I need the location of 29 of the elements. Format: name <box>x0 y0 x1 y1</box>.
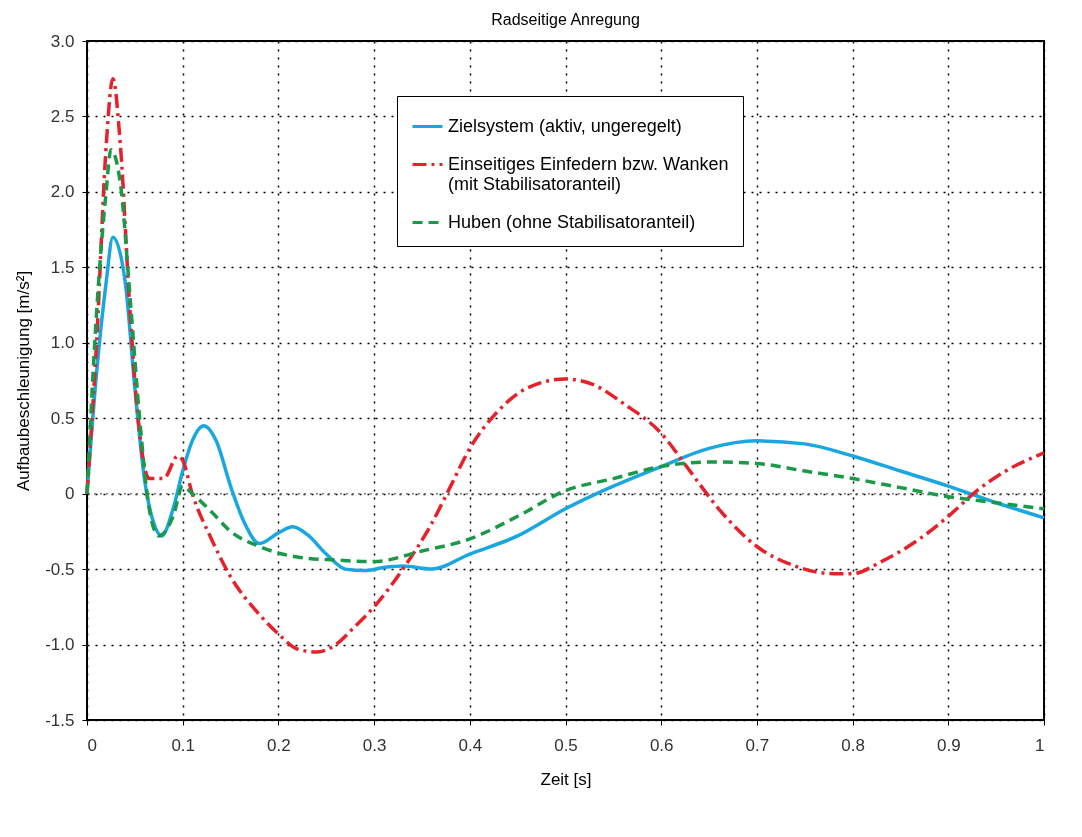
y-tick-label: -0.5 <box>45 559 75 579</box>
y-tick-label: -1.5 <box>45 710 75 730</box>
x-tick-label: 0.4 <box>458 735 483 755</box>
legend-label: Huben (ohne Stabilisatoranteil) <box>448 211 696 232</box>
y-tick-label: 1.5 <box>50 257 75 277</box>
x-tick-label: 0.6 <box>649 735 674 755</box>
y-tick-label: 0 <box>65 484 75 504</box>
x-tick-label: 0.9 <box>936 735 961 755</box>
line-series <box>85 76 1046 654</box>
y-tick-label: 2.0 <box>50 182 75 202</box>
x-tick-label: 0.5 <box>554 735 578 755</box>
legend-label: Zielsystem (aktiv, ungeregelt) <box>448 115 682 136</box>
x-tick-label: 0.8 <box>841 735 865 755</box>
y-tick-label: 1.0 <box>50 333 75 353</box>
chart-title: Radseitige Anregung <box>491 11 640 28</box>
y-axis-title: Aufbaubeschleunigung [m/s²] <box>14 270 34 492</box>
y-tick-label: 3.0 <box>50 31 75 51</box>
x-axis-title: Zeit [s] <box>540 769 592 789</box>
legend-label: Einseitiges Einfedern bzw. Wanken (mit Stabilisatoranteil) <box>448 153 729 194</box>
y-tick-label: 2.5 <box>50 106 75 126</box>
x-tick-label: 1 <box>1035 735 1045 755</box>
x-tick-label: 0.1 <box>171 735 196 755</box>
x-tick-label: 0.7 <box>745 735 770 755</box>
x-tick-label: 0.2 <box>267 735 291 755</box>
y-tick-label: 0.5 <box>50 408 75 428</box>
y-tick-label: -1.0 <box>45 635 75 655</box>
x-tick-label: 0 <box>87 735 97 755</box>
line-series <box>85 147 1046 564</box>
x-tick-label: 0.3 <box>362 735 387 755</box>
